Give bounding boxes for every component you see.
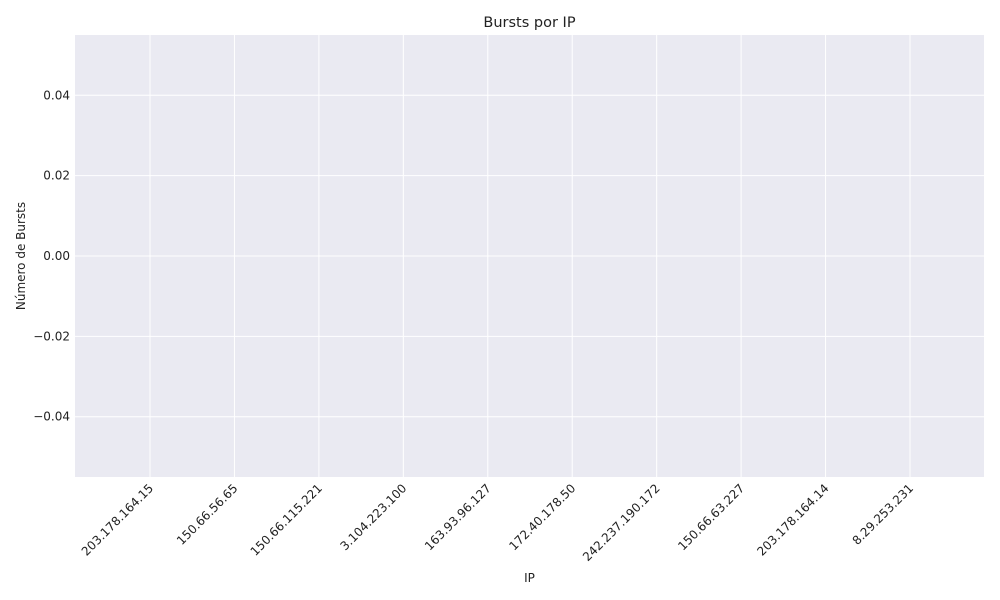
x-tick-label: 3.104.223.100 — [337, 481, 409, 553]
x-tick-label: 172.40.178.50 — [506, 481, 578, 553]
y-tick-label: 0.00 — [43, 249, 70, 263]
x-tick-label: 150.66.56.65 — [174, 481, 241, 548]
y-tick-labels: −0.04 −0.02 0.00 0.02 0.04 — [33, 88, 70, 423]
chart-title: Bursts por IP — [483, 15, 575, 31]
x-tick-label: 163.93.96.127 — [422, 481, 494, 553]
x-tick-label: 8.29.253.231 — [850, 481, 917, 548]
y-tick-label: 0.02 — [43, 169, 70, 183]
y-axis-label: Número de Bursts — [14, 202, 28, 310]
x-tick-label: 203.178.164.14 — [754, 481, 831, 558]
x-tick-label: 150.66.115.221 — [248, 481, 325, 558]
x-tick-label: 150.66.63.227 — [675, 481, 747, 553]
y-tick-label: −0.02 — [33, 329, 70, 343]
y-tick-label: −0.04 — [33, 410, 70, 424]
x-gridlines — [149, 35, 911, 477]
x-tick-labels: 203.178.164.15 150.66.56.65 150.66.115.221… — [79, 481, 916, 564]
x-tick-label: 203.178.164.15 — [79, 481, 156, 558]
x-axis-label: IP — [524, 571, 535, 585]
y-tick-label: 0.04 — [43, 88, 70, 102]
y-gridlines — [75, 94, 984, 418]
x-tick-label: 242.237.190.172 — [580, 481, 663, 564]
